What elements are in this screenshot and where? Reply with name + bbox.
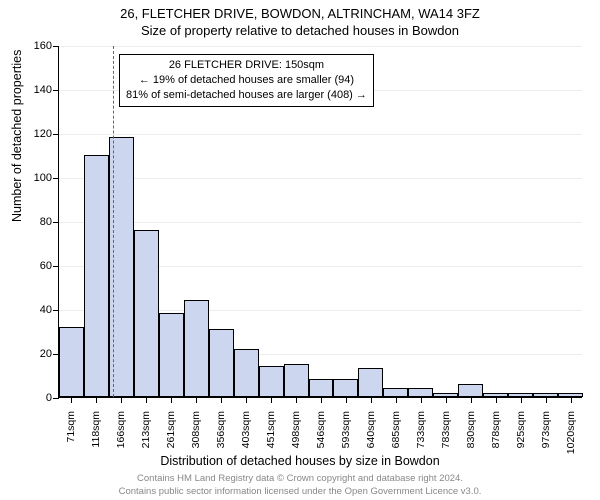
x-tick xyxy=(196,397,197,403)
y-tick xyxy=(53,178,59,179)
annotation-line: 26 FLETCHER DRIVE: 150sqm xyxy=(126,58,367,73)
x-tick xyxy=(296,397,297,403)
histogram-bar xyxy=(309,379,334,397)
y-tick xyxy=(53,222,59,223)
y-tick xyxy=(53,310,59,311)
y-tick-label: 60 xyxy=(22,260,52,272)
x-tick xyxy=(71,397,72,403)
x-tick xyxy=(371,397,372,403)
chart-figure: 26, FLETCHER DRIVE, BOWDON, ALTRINCHAM, … xyxy=(0,0,600,500)
x-tick xyxy=(421,397,422,403)
x-tick xyxy=(396,397,397,403)
y-tick-label: 20 xyxy=(22,348,52,360)
footer-line-1: Contains HM Land Registry data © Crown c… xyxy=(0,473,600,485)
y-tick xyxy=(53,90,59,91)
histogram-bar xyxy=(159,313,184,397)
y-tick-label: 80 xyxy=(22,216,52,228)
x-tick xyxy=(271,397,272,403)
histogram-bar xyxy=(234,349,259,397)
footer-line-2: Contains public sector information licen… xyxy=(0,486,600,498)
reference-line xyxy=(113,46,114,397)
x-tick xyxy=(571,397,572,403)
x-tick xyxy=(246,397,247,403)
x-tick xyxy=(546,397,547,403)
histogram-bar xyxy=(209,329,234,397)
histogram-bar xyxy=(59,327,84,397)
histogram-bar xyxy=(458,384,483,397)
gridline xyxy=(59,134,582,135)
histogram-bar xyxy=(358,368,383,397)
y-tick-label: 120 xyxy=(22,128,52,140)
y-tick-label: 140 xyxy=(22,84,52,96)
histogram-bar xyxy=(84,155,109,397)
plot-area: 02040608010012014016071sqm118sqm166sqm21… xyxy=(58,46,582,398)
x-tick xyxy=(221,397,222,403)
histogram-bar xyxy=(383,388,408,397)
histogram-bar xyxy=(408,388,433,397)
histogram-bar xyxy=(284,364,309,397)
gridline xyxy=(59,46,582,47)
x-tick xyxy=(471,397,472,403)
x-tick xyxy=(171,397,172,403)
y-tick xyxy=(53,134,59,135)
y-tick-label: 40 xyxy=(22,304,52,316)
x-tick xyxy=(521,397,522,403)
gridline xyxy=(59,178,582,179)
x-tick xyxy=(121,397,122,403)
x-axis-title: Distribution of detached houses by size … xyxy=(0,454,600,468)
gridline xyxy=(59,222,582,223)
annotation-line: 81% of semi-detached houses are larger (… xyxy=(126,88,367,103)
x-tick xyxy=(146,397,147,403)
x-tick xyxy=(346,397,347,403)
x-tick xyxy=(96,397,97,403)
annotation-line: ← 19% of detached houses are smaller (94… xyxy=(126,73,367,88)
y-tick-label: 0 xyxy=(22,392,52,404)
y-tick xyxy=(53,266,59,267)
footer-attribution: Contains HM Land Registry data © Crown c… xyxy=(0,473,600,498)
y-tick xyxy=(53,46,59,47)
histogram-bar xyxy=(184,300,209,397)
histogram-bar xyxy=(134,230,159,397)
chart-title: 26, FLETCHER DRIVE, BOWDON, ALTRINCHAM, … xyxy=(0,0,600,23)
chart-subtitle: Size of property relative to detached ho… xyxy=(0,23,600,40)
y-tick-label: 100 xyxy=(22,172,52,184)
y-tick xyxy=(53,398,59,399)
x-tick xyxy=(496,397,497,403)
y-tick-label: 160 xyxy=(22,40,52,52)
x-tick xyxy=(446,397,447,403)
histogram-bar xyxy=(259,366,284,397)
x-tick xyxy=(321,397,322,403)
histogram-bar xyxy=(333,379,358,397)
annotation-box: 26 FLETCHER DRIVE: 150sqm← 19% of detach… xyxy=(119,54,374,107)
